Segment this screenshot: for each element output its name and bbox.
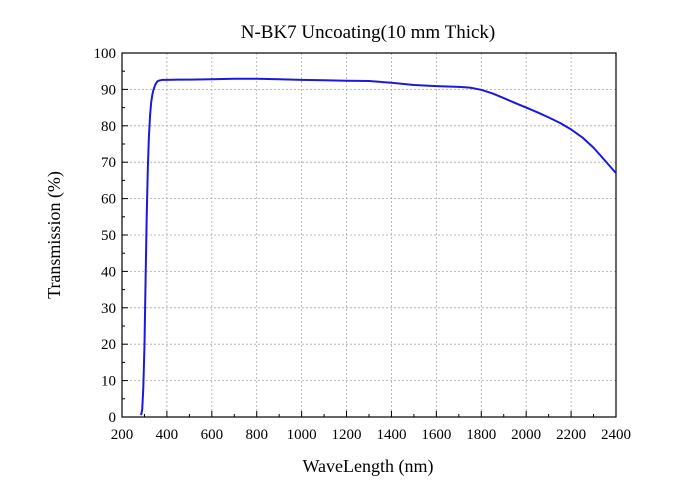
x-tick-label: 200 bbox=[111, 427, 134, 443]
y-tick-label: 50 bbox=[101, 228, 116, 244]
y-tick-label: 90 bbox=[101, 82, 116, 98]
y-tick-label: 10 bbox=[101, 374, 116, 390]
y-tick-label: 80 bbox=[101, 119, 116, 135]
transmission-series-line bbox=[140, 77, 617, 416]
x-tick-label: 1800 bbox=[466, 427, 496, 443]
x-tick-label: 800 bbox=[245, 427, 268, 443]
y-tick-label: 30 bbox=[101, 301, 116, 317]
x-tick-label: 2200 bbox=[556, 427, 586, 443]
x-tick-label: 400 bbox=[156, 427, 179, 443]
axis-ticks: 200 400 600 800 1000 1200 1400 1600 1800 2000 2200… bbox=[94, 46, 632, 443]
x-tick-label: 600 bbox=[201, 427, 224, 443]
y-tick-label: 0 bbox=[109, 410, 117, 426]
y-tick-label: 60 bbox=[101, 192, 116, 208]
plot-frame bbox=[121, 52, 617, 418]
x-tick-label: 2000 bbox=[511, 427, 541, 443]
x-axis-label: WaveLength (nm) bbox=[302, 456, 433, 477]
chart-title: N-BK7 Uncoating(10 mm Thick) bbox=[241, 22, 496, 43]
x-tick-label: 2400 bbox=[601, 427, 631, 443]
y-tick-label: 20 bbox=[101, 337, 116, 353]
x-tick-label: 1200 bbox=[332, 427, 362, 443]
x-tick-label: 1400 bbox=[376, 427, 406, 443]
x-tick-label: 1600 bbox=[421, 427, 451, 443]
y-tick-label: 100 bbox=[94, 46, 117, 62]
y-axis-label: Transmission (%) bbox=[44, 171, 65, 299]
y-tick-label: 40 bbox=[101, 264, 116, 280]
y-tick-label: 70 bbox=[101, 155, 116, 171]
series-layer bbox=[140, 77, 617, 416]
grid bbox=[122, 53, 616, 417]
x-tick-label: 1000 bbox=[287, 427, 317, 443]
